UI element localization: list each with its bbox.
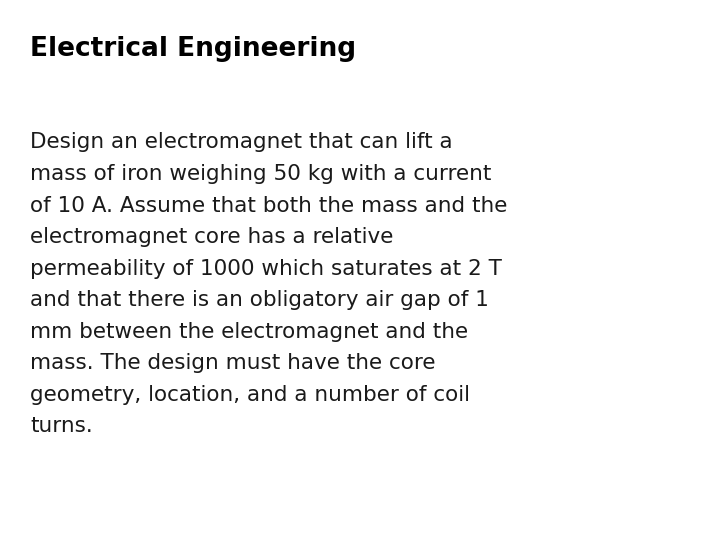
- Text: Electrical Engineering: Electrical Engineering: [30, 36, 356, 62]
- Text: Design an electromagnet that can lift a
mass of iron weighing 50 kg with a curre: Design an electromagnet that can lift a …: [30, 132, 508, 436]
